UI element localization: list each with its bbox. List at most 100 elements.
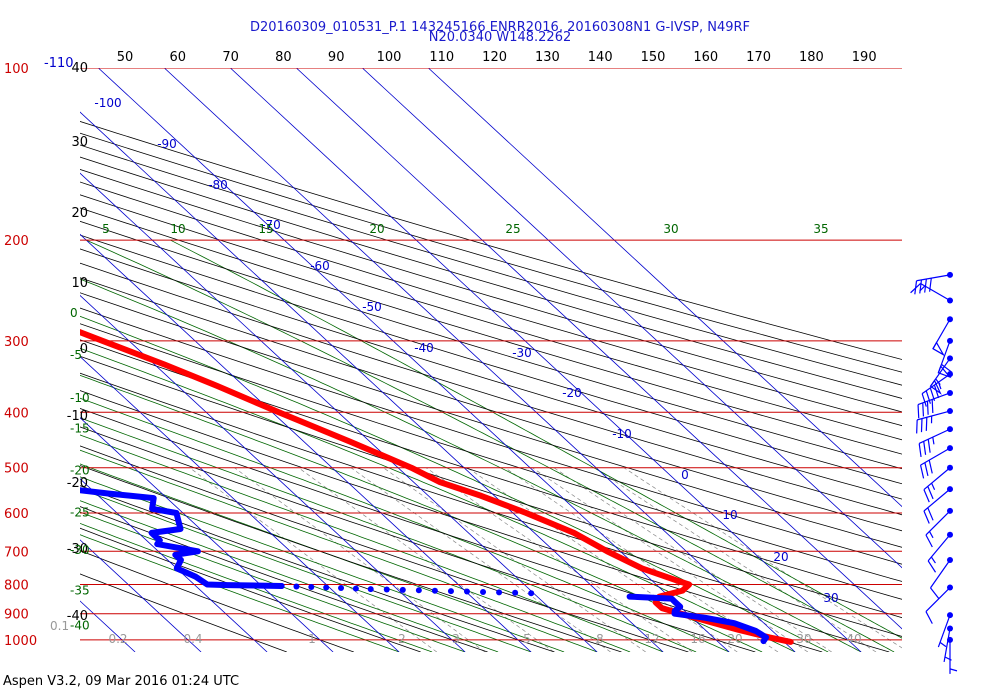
height-scale-label: 20: [71, 206, 88, 221]
top-axis-label: 100: [377, 50, 402, 65]
top-axis-label: 60: [170, 50, 187, 65]
isotherm-line: [428, 68, 902, 508]
isotherm-label: -100: [94, 96, 121, 110]
wind-barb-feather: [931, 399, 934, 414]
dewpoint-dot: [496, 589, 503, 596]
dry-adiabat-line: [80, 390, 890, 652]
wind-barb-staff: [920, 282, 951, 302]
mixing-ratio-line: [350, 467, 611, 652]
top-axis-label: 50: [117, 50, 134, 65]
wind-barb-staff: [937, 614, 951, 648]
dewpoint-dot: [308, 584, 315, 591]
mixing-ratio-label: 3: [452, 632, 460, 646]
mixing-ratio-line: [553, 467, 832, 652]
height-scale-label: 0: [80, 342, 88, 357]
moist-adiabat-line: [80, 434, 664, 652]
moist-adiabat-left-label: 0: [70, 306, 78, 320]
dry-adiabat-line: [80, 292, 902, 548]
pressure-tick-label: 500: [4, 462, 29, 477]
wind-barb-feather: [924, 462, 929, 476]
isotherm-label: -30: [512, 346, 532, 360]
wind-barb-half-feather: [919, 285, 926, 292]
dry-adiabat-line: [80, 207, 902, 455]
isotherm-label: -40: [414, 341, 434, 355]
isotherm-line: [80, 111, 664, 652]
pressure-tick-label: 900: [4, 608, 29, 623]
dry-adiabat-line: [80, 426, 756, 652]
pressure-tick-label: 100: [4, 62, 29, 77]
wind-barb-staff: [917, 410, 951, 421]
moist-adiabat-line: [80, 417, 697, 652]
top-axis-label: 190: [852, 50, 877, 65]
dry-adiabat-line: [80, 120, 902, 360]
mixing-ratio-line: [594, 467, 877, 652]
mixing-ratio-label: 2: [398, 632, 406, 646]
position-header: N20.0340 W148.2262: [428, 30, 572, 45]
height-scale-label: -20: [67, 476, 88, 491]
wind-barb-half-feather: [937, 381, 942, 390]
isotherm-line: [80, 172, 598, 652]
moist-adiabat-left-label: -25: [70, 505, 90, 519]
isotherm-line: [296, 68, 902, 630]
wind-barb-staff: [925, 587, 951, 613]
wind-barb-staff: [923, 467, 951, 491]
isotherm-label: 0: [681, 468, 689, 482]
wind-barb-staff: [917, 392, 951, 406]
isotherm-label: -10: [612, 427, 632, 441]
wind-barb-feather: [933, 384, 940, 399]
wind-barb-half-feather: [931, 482, 936, 491]
mixing-ratio-label: 5: [523, 632, 531, 646]
mixing-ratio-line: [234, 467, 486, 652]
wind-barb-staff: [921, 373, 951, 395]
wind-barb-staff: [927, 534, 951, 562]
height-scale-label: 30: [71, 135, 88, 150]
dry-adiabat-line: [80, 194, 902, 441]
isotherm-label: -20: [562, 386, 582, 400]
wind-barb: [947, 636, 958, 674]
wind-barb: [932, 316, 953, 357]
isotherm-line: [80, 600, 136, 652]
moist-adiabat-line: [80, 278, 862, 652]
pressure-tick-label: 1000: [4, 634, 37, 649]
moist-adiabat-label: 5: [102, 222, 110, 236]
isotherm-label: 10: [722, 508, 737, 522]
isotherm-line: [0, 68, 69, 652]
mixing-ratio-line: [467, 467, 738, 652]
isotherm-label: -80: [208, 178, 228, 192]
dry-adiabat-line: [80, 573, 287, 652]
flight-id-header: D20160309_010531_P.1 143245166 ENRR2016,…: [250, 20, 750, 35]
wind-barb-feather: [922, 402, 925, 417]
wind-barb-half-feather: [930, 556, 936, 564]
mixing-ratio-line: [298, 467, 555, 652]
moist-adiabat-left-label: -20: [70, 464, 90, 478]
top-left-isotherm-label: -110: [44, 56, 74, 71]
isotherm-line: [164, 68, 796, 652]
dewpoint-profile-upper: [80, 487, 285, 589]
isotherm-line: [80, 417, 334, 652]
dry-adiabat-line: [80, 339, 902, 600]
height-scale-label: 40: [71, 61, 88, 76]
isotherm-line: [362, 68, 902, 569]
dry-adiabat-line: [80, 144, 902, 386]
dry-adiabat-line: [80, 465, 622, 652]
mixing-ratio-line: [383, 467, 646, 652]
dry-adiabat-line: [80, 485, 555, 652]
mixing-ratio-label: 0.2: [108, 632, 127, 646]
wind-barb: [919, 445, 953, 479]
isotherm-label: -60: [310, 259, 330, 273]
grid-layer: [0, 68, 902, 652]
wind-barb-feather: [921, 393, 927, 407]
wind-barb-staff: [918, 428, 951, 445]
wind-barb: [925, 507, 953, 548]
dry-adiabat-line: [80, 262, 902, 516]
wind-barbs-layer: [910, 271, 958, 674]
moist-adiabat-label: 10: [170, 222, 185, 236]
wind-barb-staff: [925, 510, 951, 536]
dry-adiabat-line: [80, 169, 902, 413]
dry-adiabat-line: [80, 355, 902, 619]
wind-barb-feather: [926, 401, 929, 415]
temperature-profile: [80, 329, 794, 645]
dry-adiabat-line: [80, 307, 902, 565]
